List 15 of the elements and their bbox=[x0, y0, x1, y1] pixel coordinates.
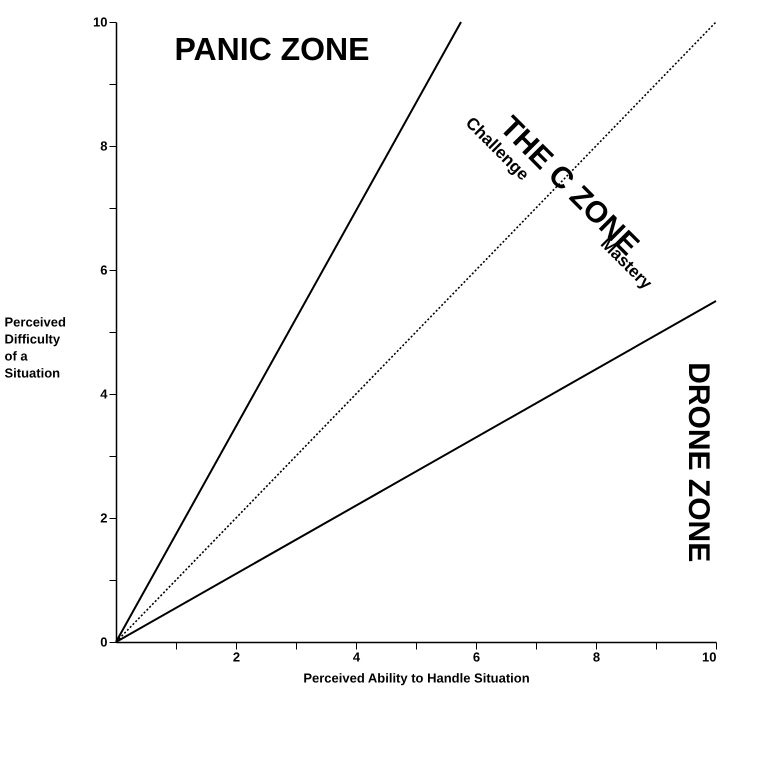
x-tick-label: 10 bbox=[702, 650, 716, 664]
x-tick-label: 6 bbox=[472, 650, 480, 664]
y-tick-label: 8 bbox=[100, 138, 108, 154]
x-tick-label: 8 bbox=[592, 650, 600, 664]
y-tick-label: 0 bbox=[100, 634, 108, 650]
y-tick-label: 2 bbox=[100, 510, 108, 526]
y-tick-label: 6 bbox=[100, 262, 108, 278]
x-tick-label: 2 bbox=[232, 650, 240, 664]
annotation: DRONE ZONE bbox=[682, 362, 715, 562]
x-tick-label: 4 bbox=[352, 650, 361, 664]
y-tick-label: 10 bbox=[93, 14, 108, 30]
y-axis-title: Perceived Difficulty of a Situation bbox=[4, 314, 66, 380]
y-tick-label: 4 bbox=[100, 386, 108, 402]
x-axis-title: Perceived Ability to Handle Situation bbox=[303, 670, 530, 686]
annotation: PANIC ZONE bbox=[174, 30, 370, 67]
